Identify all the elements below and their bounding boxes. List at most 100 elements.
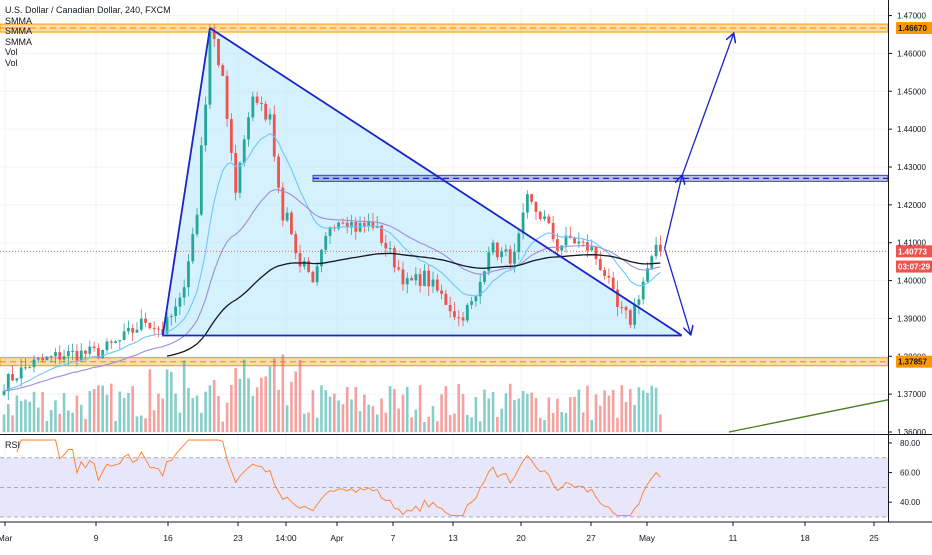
candle — [88, 346, 92, 354]
candle — [135, 329, 139, 333]
candle — [221, 65, 225, 76]
candle — [556, 239, 559, 251]
volume-bar — [354, 387, 358, 432]
volume-bar — [448, 415, 452, 432]
chart-legend: U.S. Dollar / Canadian Dollar, 240, FXCM… — [5, 5, 171, 69]
candle — [405, 278, 409, 285]
candle — [208, 31, 212, 105]
volume-bar — [221, 421, 225, 432]
volume-bar — [54, 400, 57, 432]
volume-bar — [225, 402, 229, 432]
volume-bar — [174, 393, 177, 432]
volume-bar — [105, 394, 109, 432]
candle — [465, 304, 469, 321]
volume-bar — [32, 391, 36, 432]
candle — [564, 235, 568, 246]
volume-bar — [530, 392, 533, 432]
indicator-smma-2[interactable]: SMMA — [5, 26, 32, 37]
candle — [307, 260, 310, 272]
candle — [101, 350, 105, 359]
volume-bar — [500, 408, 503, 432]
candle — [628, 310, 632, 325]
volume-bar — [328, 396, 332, 432]
volume-bar — [496, 416, 499, 432]
candle — [234, 152, 238, 193]
volume-bar — [363, 394, 366, 432]
candle — [337, 222, 341, 229]
volume-bar — [2, 414, 6, 432]
indicator-vol-1[interactable]: Vol — [5, 47, 18, 58]
volume-bar — [122, 397, 126, 432]
volume-bar — [238, 378, 242, 432]
volume-bar — [478, 421, 482, 432]
volume-bar — [307, 412, 310, 432]
candle — [320, 249, 323, 267]
candle — [96, 348, 100, 359]
candle — [345, 222, 349, 228]
candle — [182, 287, 186, 298]
volume-bar — [577, 389, 581, 432]
volume-bar — [568, 397, 572, 432]
volume-bar — [92, 389, 96, 432]
rsi-tick-label: 60.00 — [900, 469, 921, 478]
price-tick-label: 1.36000 — [897, 428, 926, 437]
price-badge-label: 03:07:29 — [898, 263, 931, 272]
volume-bar — [393, 389, 396, 432]
indicator-smma-1[interactable]: SMMA — [5, 15, 32, 26]
candle — [448, 304, 452, 312]
indicator-vol-2[interactable]: Vol — [5, 57, 18, 68]
price-tick-label: 1.39000 — [897, 314, 926, 323]
volume-bar — [474, 396, 478, 432]
candle — [431, 279, 435, 287]
volume-bar — [298, 360, 302, 432]
indicator-smma-3[interactable]: SMMA — [5, 36, 32, 47]
symbol-title: U.S. Dollar / Canadian Dollar, 240, FXCM — [5, 5, 171, 15]
candle — [538, 211, 542, 220]
price-tick-label: 1.44000 — [897, 125, 926, 134]
candle — [620, 306, 624, 308]
candle — [440, 290, 443, 294]
volume-bar — [453, 413, 456, 432]
candle — [397, 267, 401, 270]
volume-bar — [388, 386, 392, 432]
volume-bar — [547, 397, 551, 432]
volume-bar — [15, 395, 19, 432]
rsi-label[interactable]: RSI — [5, 440, 21, 450]
volume-bar — [513, 400, 516, 432]
candle — [444, 293, 448, 305]
candle — [371, 221, 375, 228]
candle — [508, 249, 512, 264]
candle — [603, 269, 606, 276]
volume-bar — [200, 412, 203, 432]
volume-bar — [414, 409, 418, 432]
volume-bar — [358, 411, 362, 432]
volume-bar — [324, 389, 328, 432]
price-tick-label: 1.47000 — [897, 12, 926, 21]
candle — [328, 227, 332, 236]
volume-bar — [165, 369, 169, 432]
candle — [79, 350, 83, 361]
volume-bar — [187, 388, 190, 432]
volume-bar — [517, 398, 521, 432]
volume-bar — [242, 359, 246, 432]
volume-bar — [423, 421, 426, 432]
candle — [144, 318, 147, 323]
candle — [122, 331, 126, 340]
candle — [24, 367, 27, 369]
volume-bar — [161, 398, 165, 432]
candle — [204, 104, 208, 146]
volume-bar — [49, 410, 53, 432]
candle — [187, 261, 190, 288]
volume-bar — [556, 398, 559, 432]
candle — [49, 356, 53, 358]
volume-bar — [315, 417, 319, 432]
volume-bar — [504, 393, 508, 432]
candle — [470, 301, 474, 305]
price-badge — [896, 260, 932, 273]
volume-bar — [620, 385, 624, 432]
volume-bar — [144, 418, 147, 432]
candle — [54, 352, 57, 357]
candle — [504, 249, 508, 252]
volume-bar — [247, 378, 250, 432]
